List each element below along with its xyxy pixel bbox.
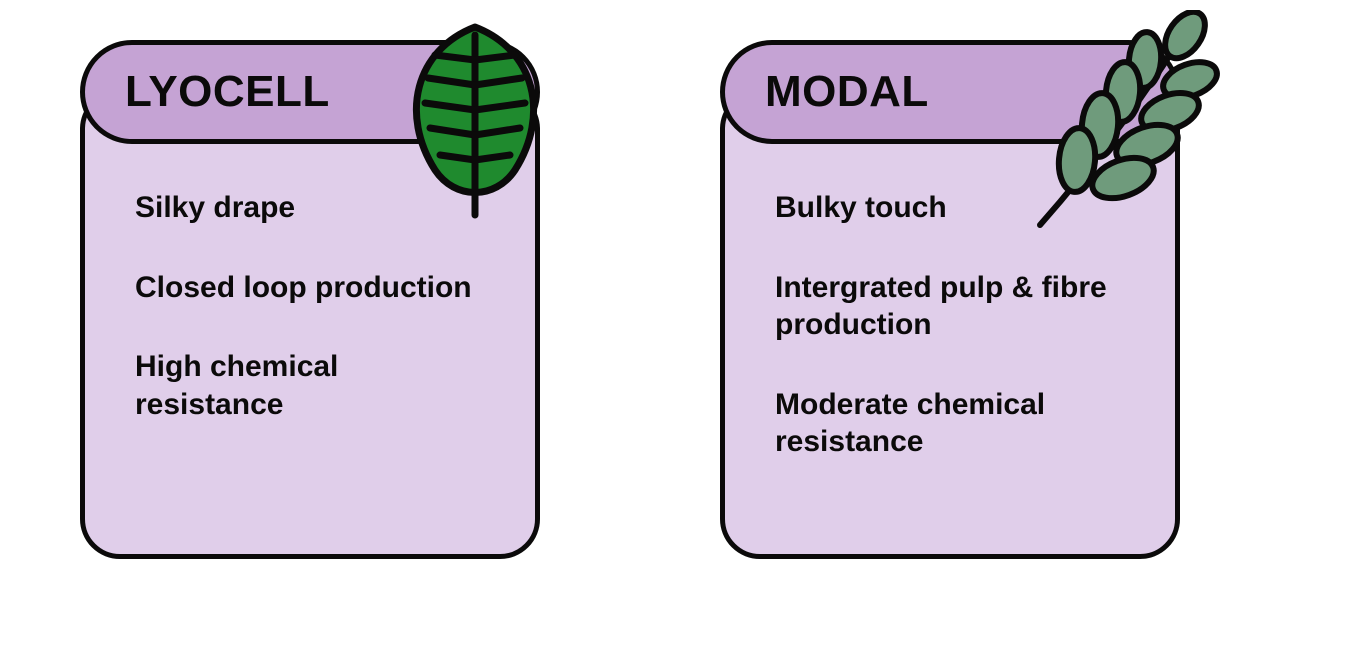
feature-item: Intergrated pulp & fibre production: [775, 269, 1135, 344]
leaf-icon: [380, 15, 570, 230]
feature-item: Moderate chemical resistance: [775, 386, 1135, 461]
card-title-modal: MODAL: [765, 67, 929, 116]
card-modal: MODAL Bulky touch Intergrated pulp & fib…: [720, 40, 1180, 559]
feature-item: High chemical resistance: [135, 348, 495, 423]
card-title-lyocell: LYOCELL: [125, 67, 330, 116]
card-lyocell: LYOCELL Silky drape Closed loop producti…: [80, 40, 540, 559]
sprig-icon: [995, 10, 1235, 245]
feature-item: Closed loop production: [135, 269, 495, 307]
